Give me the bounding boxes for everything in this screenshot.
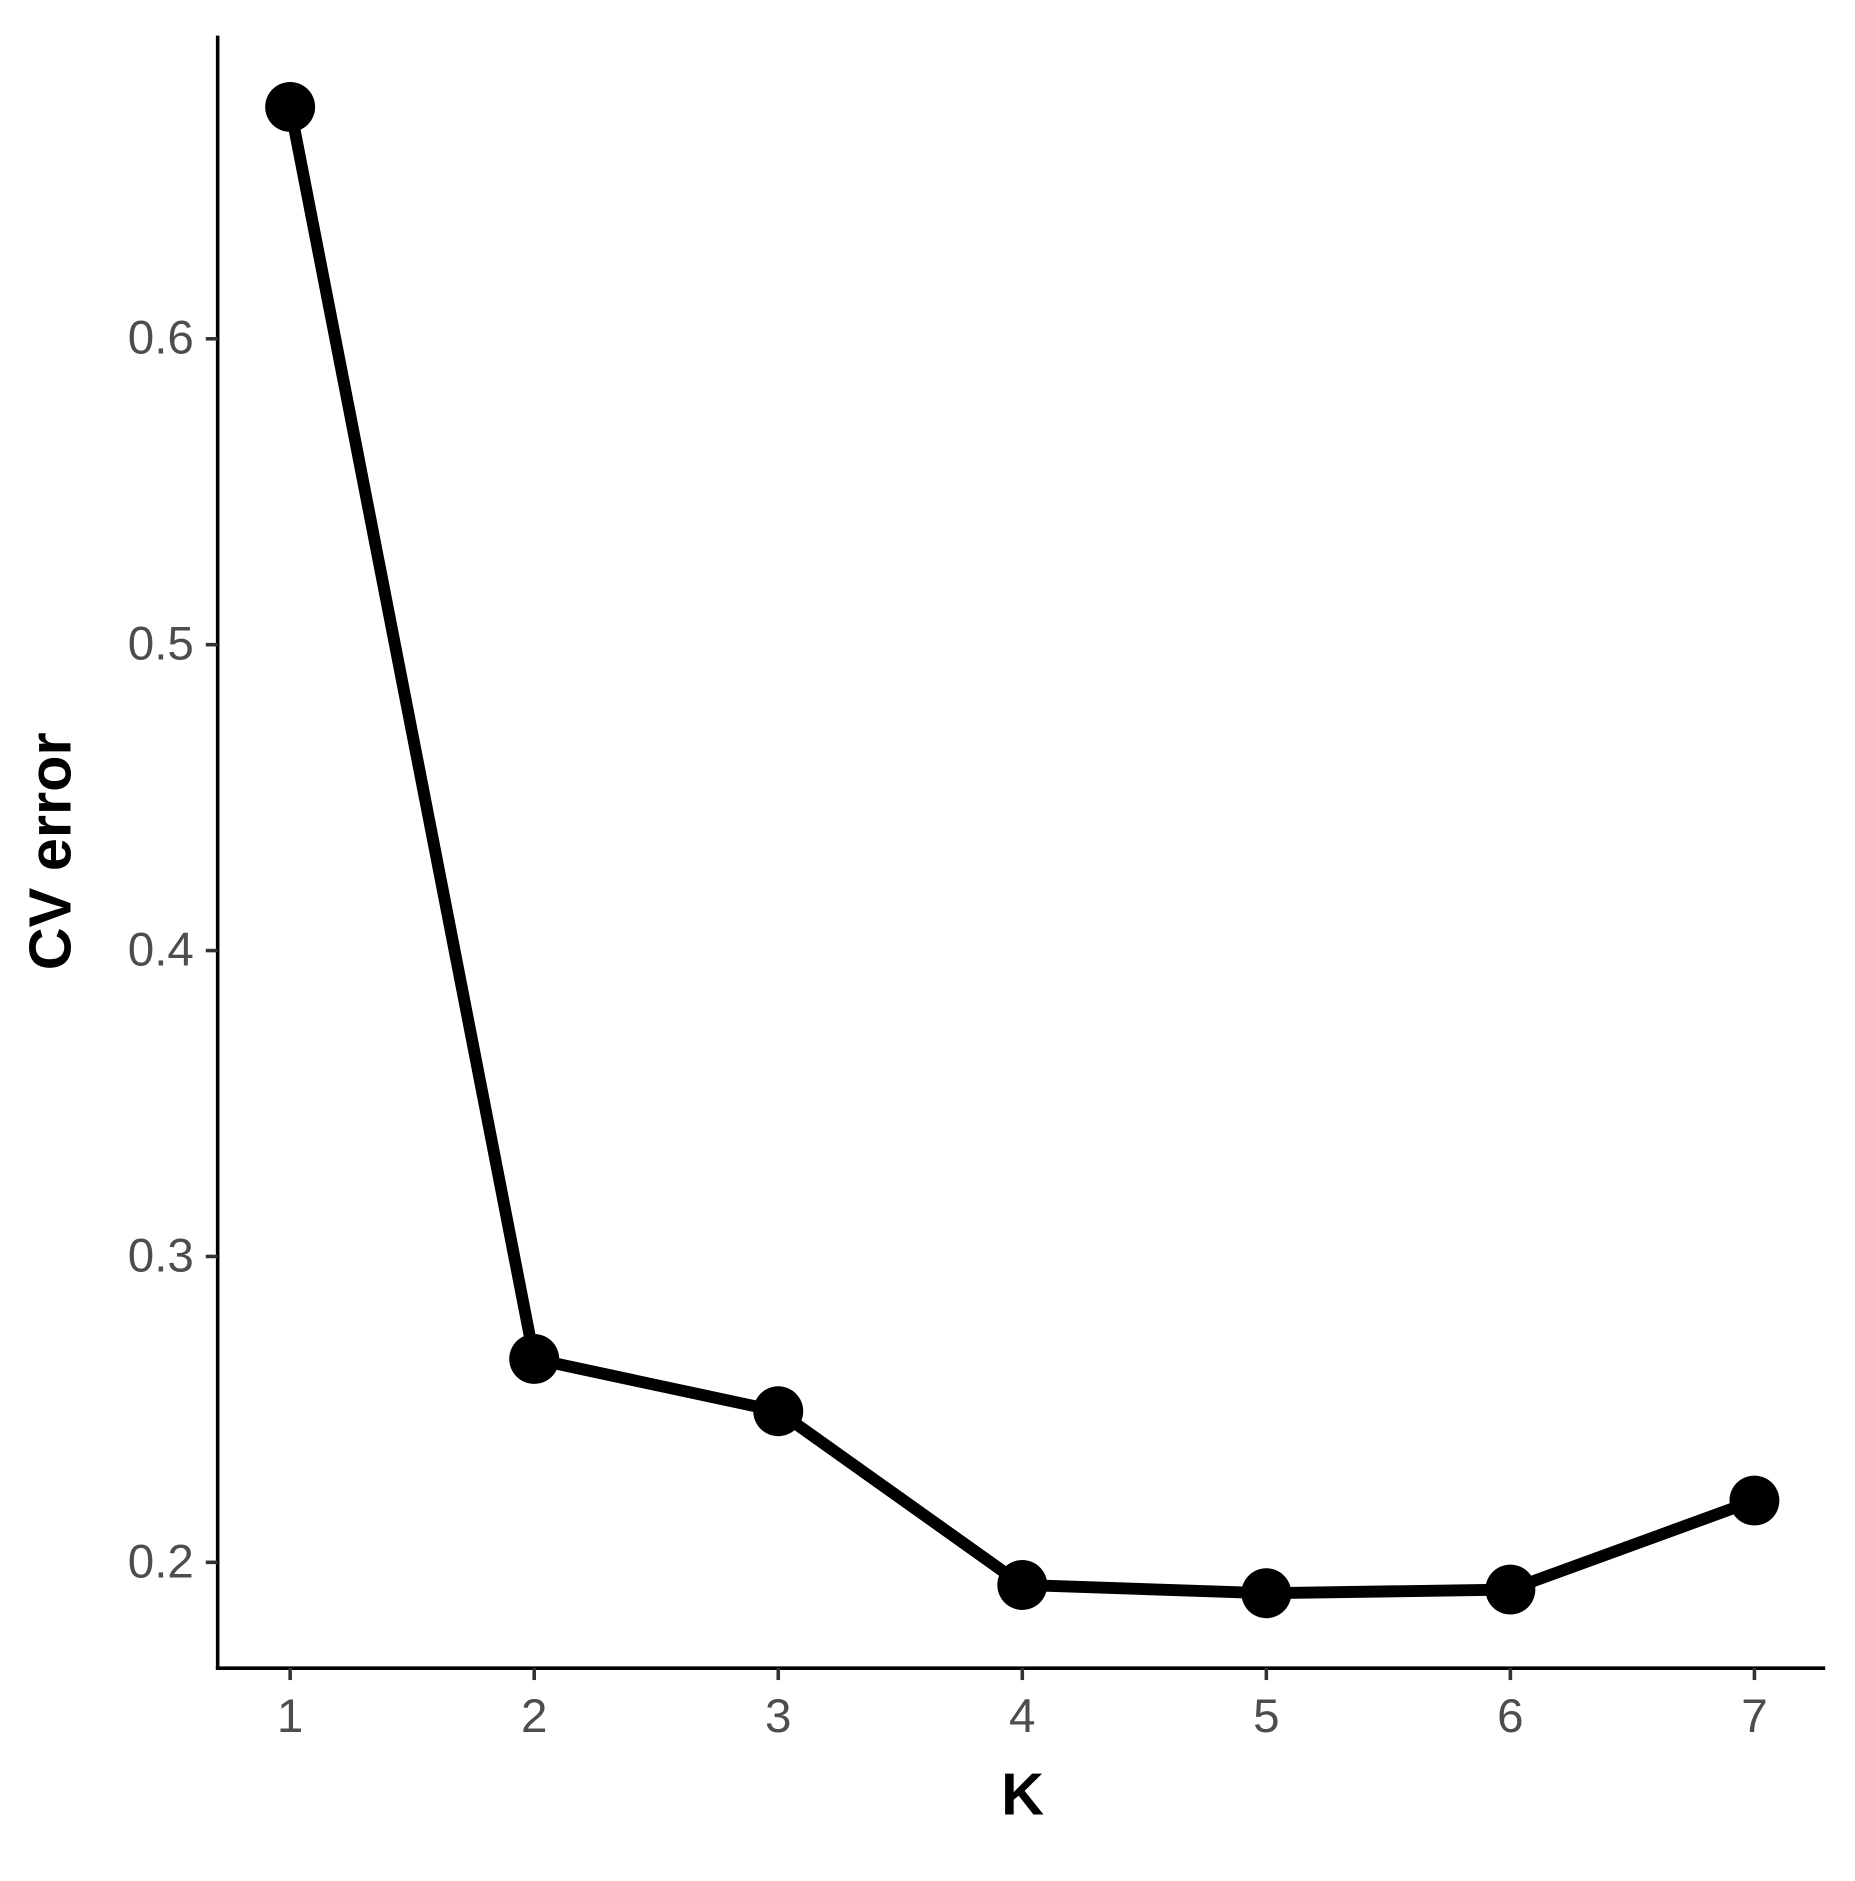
x-tick-label: 2 [521, 1690, 547, 1743]
point [1485, 1564, 1536, 1615]
y-tick-label: 0.6 [128, 312, 194, 365]
point [1729, 1475, 1780, 1526]
point [265, 81, 316, 132]
x-tick-label: 3 [765, 1690, 791, 1743]
x-tick-label: 7 [1741, 1690, 1767, 1743]
y-tick-label: 0.5 [128, 618, 194, 671]
y-tick-label: 0.3 [128, 1229, 194, 1282]
x-tick-label: 5 [1253, 1690, 1279, 1743]
x-tick-label: 1 [277, 1690, 303, 1743]
point [997, 1559, 1048, 1610]
x-axis-title: K [1001, 1761, 1044, 1828]
x-tick-label: 4 [1009, 1690, 1035, 1743]
x-tick-label: 6 [1497, 1690, 1523, 1743]
y-tick-label: 0.2 [128, 1535, 194, 1588]
point [1241, 1568, 1292, 1619]
point [753, 1386, 804, 1437]
y-axis-title: CV error [16, 732, 83, 970]
point [509, 1333, 560, 1384]
y-tick-label: 0.4 [128, 924, 194, 977]
